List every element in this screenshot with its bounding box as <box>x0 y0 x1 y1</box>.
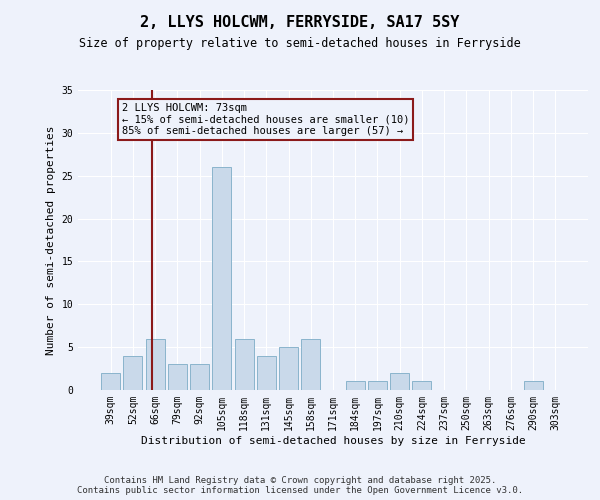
Text: 2, LLYS HOLCWM, FERRYSIDE, SA17 5SY: 2, LLYS HOLCWM, FERRYSIDE, SA17 5SY <box>140 15 460 30</box>
Bar <box>368 382 387 390</box>
Bar <box>390 373 409 390</box>
Bar <box>146 338 164 390</box>
Bar <box>524 382 542 390</box>
Bar <box>235 338 254 390</box>
Bar <box>279 347 298 390</box>
Text: 2 LLYS HOLCWM: 73sqm
← 15% of semi-detached houses are smaller (10)
85% of semi-: 2 LLYS HOLCWM: 73sqm ← 15% of semi-detac… <box>122 103 409 136</box>
X-axis label: Distribution of semi-detached houses by size in Ferryside: Distribution of semi-detached houses by … <box>140 436 526 446</box>
Y-axis label: Number of semi-detached properties: Number of semi-detached properties <box>46 125 56 355</box>
Text: Contains HM Land Registry data © Crown copyright and database right 2025.
Contai: Contains HM Land Registry data © Crown c… <box>77 476 523 495</box>
Bar <box>168 364 187 390</box>
Text: Size of property relative to semi-detached houses in Ferryside: Size of property relative to semi-detach… <box>79 38 521 51</box>
Bar <box>257 356 276 390</box>
Bar <box>101 373 120 390</box>
Bar <box>346 382 365 390</box>
Bar <box>301 338 320 390</box>
Bar <box>412 382 431 390</box>
Bar <box>190 364 209 390</box>
Bar <box>124 356 142 390</box>
Bar <box>212 167 231 390</box>
